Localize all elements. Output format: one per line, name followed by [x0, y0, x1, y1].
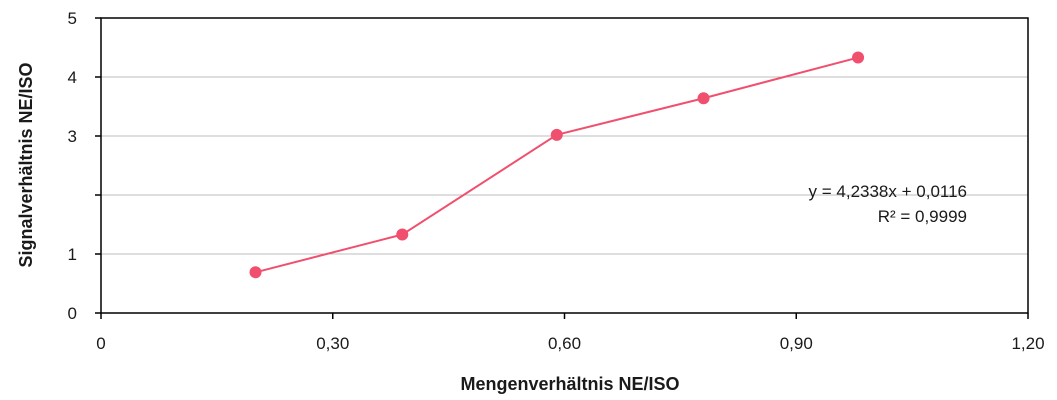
x-tick-label: 0,30 — [316, 334, 349, 353]
y-axis-title: Signalverhältnis NE/ISO — [16, 62, 36, 267]
x-tick-label: 0 — [96, 334, 105, 353]
series-layer — [249, 51, 865, 279]
data-point — [249, 266, 262, 279]
data-point — [852, 51, 865, 64]
x-tick-label: 0,90 — [780, 334, 813, 353]
r-squared-label: R² = 0,9999 — [878, 207, 967, 226]
x-tick-label: 0,60 — [548, 334, 581, 353]
data-point — [697, 92, 710, 105]
y-tick-label: 3 — [68, 127, 77, 146]
plot-area-frame — [100, 17, 1029, 314]
y-tick-label: 1 — [68, 245, 77, 264]
gridlines — [101, 76, 1028, 255]
data-point — [396, 228, 409, 241]
y-tick-label: 0 — [68, 304, 77, 323]
x-tick-label: 1,20 — [1011, 334, 1044, 353]
y-tick-label: 4 — [68, 68, 77, 87]
y-tick-label: 5 — [68, 9, 77, 28]
trendline-equation: y = 4,2338x + 0,0116 — [809, 182, 967, 201]
x-axis-title: Mengenverhältnis NE/ISO — [460, 374, 679, 394]
data-point — [550, 128, 563, 141]
x-axis: 0 0,30 0,60 0,90 1,20 — [96, 313, 1045, 353]
series-line — [255, 56, 859, 274]
y-axis: 0 1 3 4 5 — [68, 9, 101, 323]
